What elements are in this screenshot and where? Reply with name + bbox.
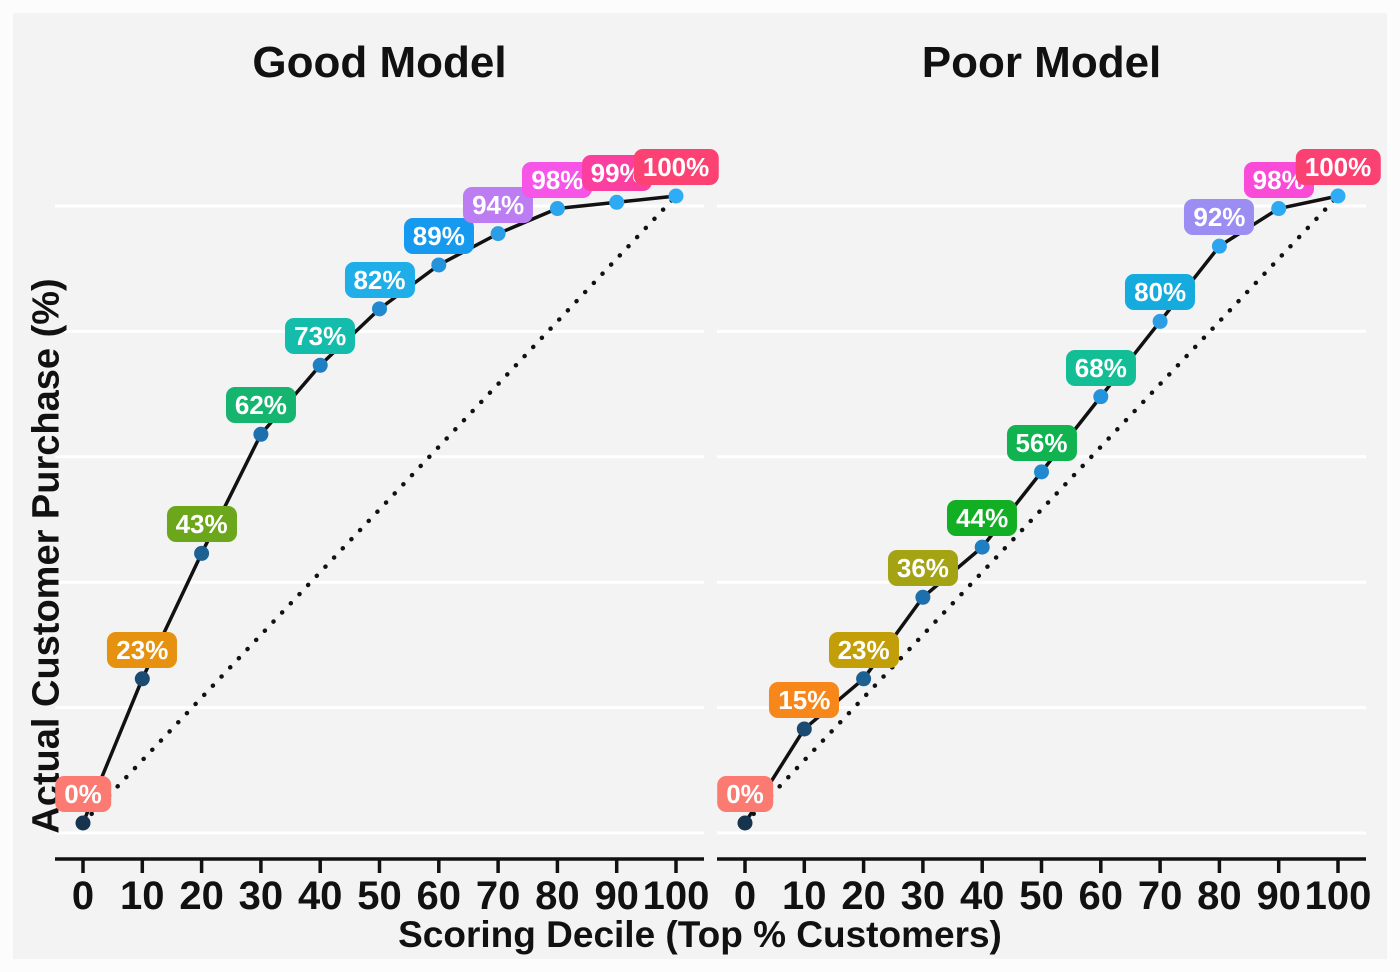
data-label-badge: 15% xyxy=(769,681,840,718)
x-tick-label: 60 xyxy=(1078,874,1124,918)
x-tick-label: 100 xyxy=(642,874,710,918)
data-label-badge: 100% xyxy=(633,149,719,185)
x-tick-label: 0 xyxy=(733,874,757,918)
data-label-badge: 98% xyxy=(522,161,593,198)
data-point xyxy=(796,721,812,737)
data-label-badge: 43% xyxy=(166,506,237,543)
data-point xyxy=(1093,389,1109,405)
data-label-badge: 36% xyxy=(887,550,958,587)
x-tick-label: 10 xyxy=(782,874,827,918)
data-point xyxy=(312,357,328,373)
data-label-badge: 82% xyxy=(344,261,415,298)
data-point xyxy=(549,201,565,217)
y-axis-title: Actual Customer Purchase (%) xyxy=(25,278,68,834)
data-point xyxy=(253,426,269,442)
x-tick-label: 60 xyxy=(416,874,462,918)
x-tick-label: 80 xyxy=(1197,874,1242,918)
data-label-badge: 23% xyxy=(107,631,178,668)
x-tick-label: 50 xyxy=(1019,874,1064,918)
x-tick-label: 70 xyxy=(1137,874,1183,918)
x-tick-label: 40 xyxy=(297,874,343,918)
data-point xyxy=(856,671,872,687)
x-tick-label: 10 xyxy=(120,874,165,918)
x-tick-label: 90 xyxy=(1256,874,1301,918)
data-point xyxy=(134,671,150,687)
data-point xyxy=(75,815,91,831)
x-tick-label: 20 xyxy=(179,874,224,918)
data-point xyxy=(974,539,990,555)
x-tick-label: 20 xyxy=(841,874,886,918)
data-point xyxy=(431,257,447,273)
data-label-badge: 62% xyxy=(225,387,296,424)
x-tick-label: 50 xyxy=(357,874,402,918)
data-label-badge: 92% xyxy=(1184,199,1255,236)
baseline-dotted-line xyxy=(742,193,1341,826)
data-label-badge: 23% xyxy=(828,631,899,668)
x-axis-title: Scoring Decile (Top % Customers) xyxy=(398,914,1002,955)
x-tick-label: 100 xyxy=(1304,874,1372,918)
data-point xyxy=(194,545,210,561)
data-label-badge: 89% xyxy=(403,217,474,254)
x-tick-label: 70 xyxy=(475,874,521,918)
x-tick-label: 0 xyxy=(71,874,95,918)
data-label-badge: 56% xyxy=(1006,424,1077,461)
data-point xyxy=(1034,464,1049,480)
data-point xyxy=(1211,238,1227,254)
data-label-badge: 0% xyxy=(717,776,773,812)
data-label-badge: 68% xyxy=(1065,349,1136,386)
data-point xyxy=(1271,201,1287,217)
data-label-badge: 94% xyxy=(463,186,534,223)
x-tick-label: 80 xyxy=(535,874,580,918)
left-chart-title: Good Model xyxy=(252,38,507,87)
data-point xyxy=(609,194,625,210)
data-label-badge: 44% xyxy=(947,500,1018,537)
data-point xyxy=(737,815,753,831)
data-label-badge: 100% xyxy=(1295,149,1381,185)
data-label-badge: 0% xyxy=(55,776,111,812)
data-point xyxy=(1152,313,1168,329)
data-label-badge: 73% xyxy=(285,318,356,355)
data-point xyxy=(1330,188,1346,204)
data-point xyxy=(915,589,931,605)
data-point xyxy=(668,188,684,204)
data-label-badge: 80% xyxy=(1125,274,1196,311)
x-tick-label: 40 xyxy=(959,874,1005,918)
data-point xyxy=(372,301,387,317)
x-tick-label: 30 xyxy=(238,874,284,918)
data-point xyxy=(490,226,506,242)
right-chart-title: Poor Model xyxy=(921,38,1162,87)
x-tick-label: 90 xyxy=(594,874,639,918)
baseline-dotted-line xyxy=(80,193,679,826)
x-tick-label: 30 xyxy=(900,874,946,918)
